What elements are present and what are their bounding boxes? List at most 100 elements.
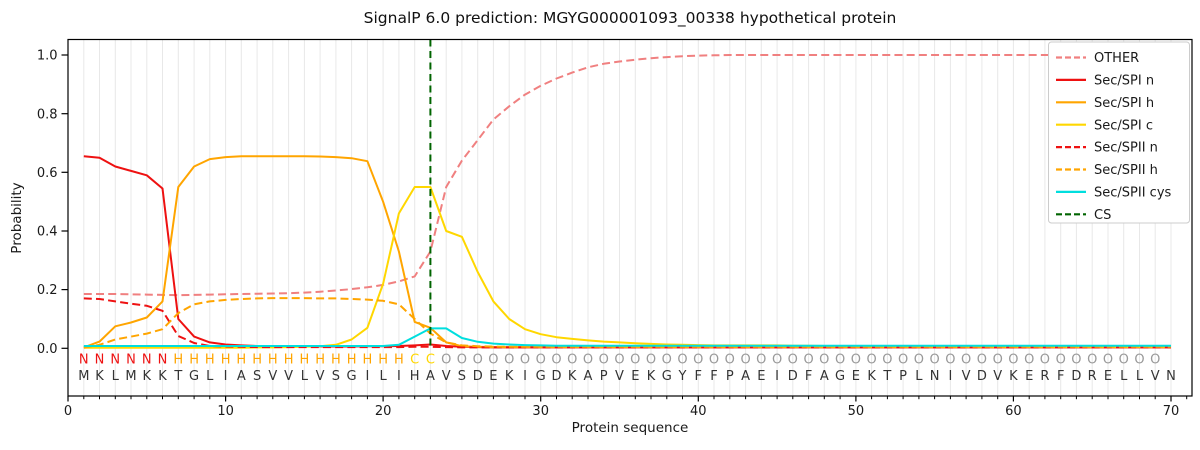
- legend-label-cs: CS: [1094, 208, 1111, 223]
- sequence-letter: F: [710, 369, 717, 384]
- region-label-letter: H: [378, 353, 388, 368]
- region-label-letter: H: [331, 353, 341, 368]
- legend-label-sec-spii-n: Sec/SPII n: [1094, 141, 1158, 156]
- region-label-letter: O: [914, 353, 924, 368]
- y-tick-label: 0.0: [37, 342, 58, 357]
- region-label-letter: O: [977, 353, 987, 368]
- y-tick-label: 1.0: [37, 49, 58, 64]
- sequence-letter: A: [584, 369, 593, 384]
- region-label-letter: H: [347, 353, 357, 368]
- region-label-letter: O: [945, 353, 955, 368]
- x-tick-label: 40: [690, 404, 707, 419]
- region-label-letter: O: [1024, 353, 1034, 368]
- x-axis-label: Protein sequence: [571, 420, 689, 436]
- y-axis-ticks: 0.0 0.2 0.4 0.6 0.8 1.0: [37, 49, 68, 357]
- region-label-letter: H: [221, 353, 231, 368]
- sequence-letter: N: [930, 369, 940, 384]
- legend-label-sec-spii-cys: Sec/SPII cys: [1094, 186, 1172, 201]
- region-label-letter: H: [315, 353, 325, 368]
- legend-label-other: OTHER: [1094, 51, 1139, 66]
- region-label-letter: O: [725, 353, 735, 368]
- region-label-letter: O: [662, 353, 672, 368]
- sequence-letter: L: [206, 369, 214, 384]
- series-sec-spii-cys: [83, 327, 1171, 347]
- region-label-letter: O: [1071, 353, 1081, 368]
- sequence-letter: Y: [678, 369, 687, 384]
- region-label-letter: O: [993, 353, 1003, 368]
- sequence-letter: L: [1136, 369, 1144, 384]
- x-tick-label: 50: [848, 404, 865, 419]
- region-label-letter: O: [772, 353, 782, 368]
- region-label-letter: O: [473, 353, 483, 368]
- sequence-letter: L: [301, 369, 309, 384]
- sequence-letter: A: [237, 369, 246, 384]
- x-axis-ticks: 0 10 20 30 40 50 60 70: [64, 396, 1188, 419]
- sequence-letter: G: [662, 369, 672, 384]
- sequence-letter: G: [536, 369, 546, 384]
- sequence-letter: F: [1057, 369, 1064, 384]
- region-label-letter: H: [284, 353, 294, 368]
- sequence-letter: E: [1025, 369, 1033, 384]
- sequence-letter: R: [1088, 369, 1097, 384]
- region-label-letter: N: [95, 353, 105, 368]
- region-label-letter: O: [520, 353, 530, 368]
- sequence-letter: I: [523, 369, 527, 384]
- sequence-letter: I: [948, 369, 952, 384]
- region-label-letter: O: [693, 353, 703, 368]
- region-label-letter: O: [1150, 353, 1160, 368]
- region-label-letter: H: [268, 353, 278, 368]
- sequence-letter: V: [268, 369, 277, 384]
- region-label-letter: H: [205, 353, 215, 368]
- region-label-letter: O: [788, 353, 798, 368]
- sequence-letter: N: [1166, 369, 1176, 384]
- region-label-letter: H: [236, 353, 246, 368]
- region-label-letter: O: [457, 353, 467, 368]
- region-label-letter: O: [630, 353, 640, 368]
- sequence-letter: G: [347, 369, 357, 384]
- series-other: [83, 54, 1171, 297]
- series-sec-spi-c: [83, 186, 1171, 349]
- region-label-letter: O: [599, 353, 609, 368]
- sequence-letter: T: [173, 369, 182, 384]
- sequence-letter: F: [805, 369, 812, 384]
- x-tick-label: 20: [375, 404, 392, 419]
- sequence-letter: G: [189, 369, 199, 384]
- axes-spines: [67, 38, 1193, 397]
- sequence-letter: E: [489, 369, 497, 384]
- sequence-letter: I: [224, 369, 228, 384]
- sequence-letter: V: [316, 369, 325, 384]
- region-label-letter: O: [740, 353, 750, 368]
- sequence-letter: V: [442, 369, 451, 384]
- region-label-letter: O: [614, 353, 624, 368]
- region-label-letter: N: [142, 353, 152, 368]
- y-tick-label: 0.4: [37, 225, 58, 240]
- sequence-letter: P: [726, 369, 734, 384]
- sequence-letter: E: [852, 369, 860, 384]
- x-tick-label: 60: [1005, 404, 1022, 419]
- region-label-letter: O: [551, 353, 561, 368]
- sequence-letter: K: [568, 369, 577, 384]
- region-label-letter: O: [488, 353, 498, 368]
- region-label-letter: O: [1056, 353, 1066, 368]
- sequence-letter: P: [600, 369, 608, 384]
- series-sec-spi-n: [83, 155, 1171, 349]
- sequence-letter: M: [125, 369, 136, 384]
- sequence-letter: A: [426, 369, 435, 384]
- sequence-letter: T: [882, 369, 891, 384]
- legend: OTHER Sec/SPI n Sec/SPI h Sec/SPI c Sec/SPII…: [1048, 41, 1190, 224]
- sequence-letter: F: [695, 369, 702, 384]
- sequence-letter: I: [775, 369, 779, 384]
- region-label-letter: O: [1134, 353, 1144, 368]
- sequence-letter: R: [1040, 369, 1049, 384]
- legend-label-sec-spi-n: Sec/SPI n: [1094, 74, 1154, 89]
- region-label-letter: H: [173, 353, 183, 368]
- sequence-letter: L: [112, 369, 120, 384]
- y-tick-label: 0.2: [37, 283, 58, 298]
- sequence-letter: S: [332, 369, 340, 384]
- region-label-letter: O: [1087, 353, 1097, 368]
- series-sec-spii-n: [83, 297, 1171, 349]
- sequence-letter: K: [867, 369, 876, 384]
- series-sec-spi-h: [83, 155, 1171, 349]
- sequence-letter: E: [631, 369, 639, 384]
